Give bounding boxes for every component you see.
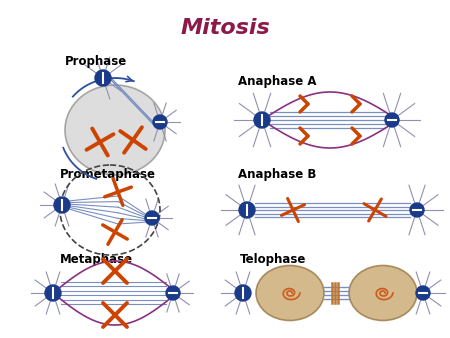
Circle shape bbox=[410, 203, 424, 217]
Text: Mitosis: Mitosis bbox=[180, 18, 270, 38]
Text: Telophase: Telophase bbox=[240, 253, 306, 266]
Ellipse shape bbox=[65, 85, 165, 175]
Circle shape bbox=[45, 285, 61, 301]
Text: Prometaphase: Prometaphase bbox=[60, 168, 156, 181]
Circle shape bbox=[235, 285, 251, 301]
Ellipse shape bbox=[256, 266, 324, 320]
Circle shape bbox=[254, 112, 270, 128]
Text: Metaphase: Metaphase bbox=[60, 253, 133, 266]
Circle shape bbox=[153, 115, 167, 129]
Circle shape bbox=[385, 113, 399, 127]
Circle shape bbox=[166, 286, 180, 300]
Circle shape bbox=[95, 70, 111, 86]
Text: Prophase: Prophase bbox=[65, 55, 127, 68]
Text: Anaphase B: Anaphase B bbox=[238, 168, 316, 181]
Circle shape bbox=[416, 286, 430, 300]
Ellipse shape bbox=[349, 266, 417, 320]
Circle shape bbox=[145, 211, 159, 225]
Circle shape bbox=[54, 197, 70, 213]
Circle shape bbox=[239, 202, 255, 218]
Text: Anaphase A: Anaphase A bbox=[238, 75, 316, 88]
